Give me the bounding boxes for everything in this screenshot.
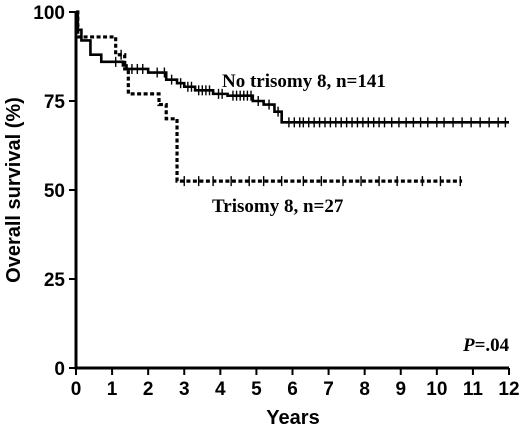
x-tick-label: 12 xyxy=(498,379,519,400)
series-layer xyxy=(76,10,509,187)
x-tick-label: 9 xyxy=(395,379,406,400)
y-tick-label: 25 xyxy=(44,270,66,291)
x-axis-title: Years xyxy=(266,407,319,429)
p-value-number: =.04 xyxy=(475,335,510,356)
p-value-annotation: P=.04 xyxy=(462,335,510,356)
x-tick-labels: 0 1 2 3 4 5 6 7 8 9 10 11 12 xyxy=(71,379,520,400)
x-tick-label: 6 xyxy=(287,379,298,400)
y-tick-labels: 0 25 50 75 100 xyxy=(33,3,65,380)
x-tick-label: 1 xyxy=(107,379,118,400)
x-tick-label: 4 xyxy=(215,379,226,400)
x-tick-label: 2 xyxy=(143,379,154,400)
x-tick-label: 10 xyxy=(426,379,447,400)
series-label-trisomy: Trisomy 8, n=27 xyxy=(212,196,344,217)
x-tick-label: 5 xyxy=(251,379,262,400)
x-tick-label: 3 xyxy=(179,379,190,400)
y-tick-label: 100 xyxy=(33,3,65,24)
y-tick-label: 0 xyxy=(54,359,65,380)
x-tick-label: 11 xyxy=(463,379,484,400)
y-tick-label: 50 xyxy=(44,181,65,202)
x-tick-label: 8 xyxy=(359,379,370,400)
y-axis-title: Overall survival (%) xyxy=(3,97,25,283)
series-no-trisomy-8 xyxy=(76,10,509,128)
survival-curve xyxy=(76,10,463,183)
series-trisomy-8 xyxy=(76,10,463,187)
y-tick-label: 75 xyxy=(44,92,66,113)
p-value-symbol: P xyxy=(462,335,475,356)
survival-curve xyxy=(76,10,509,124)
axes xyxy=(69,11,510,375)
x-tick-label: 0 xyxy=(71,379,82,400)
series-label-no-trisomy: No trisomy 8, n=141 xyxy=(222,71,386,92)
x-tick-label: 7 xyxy=(323,379,334,400)
